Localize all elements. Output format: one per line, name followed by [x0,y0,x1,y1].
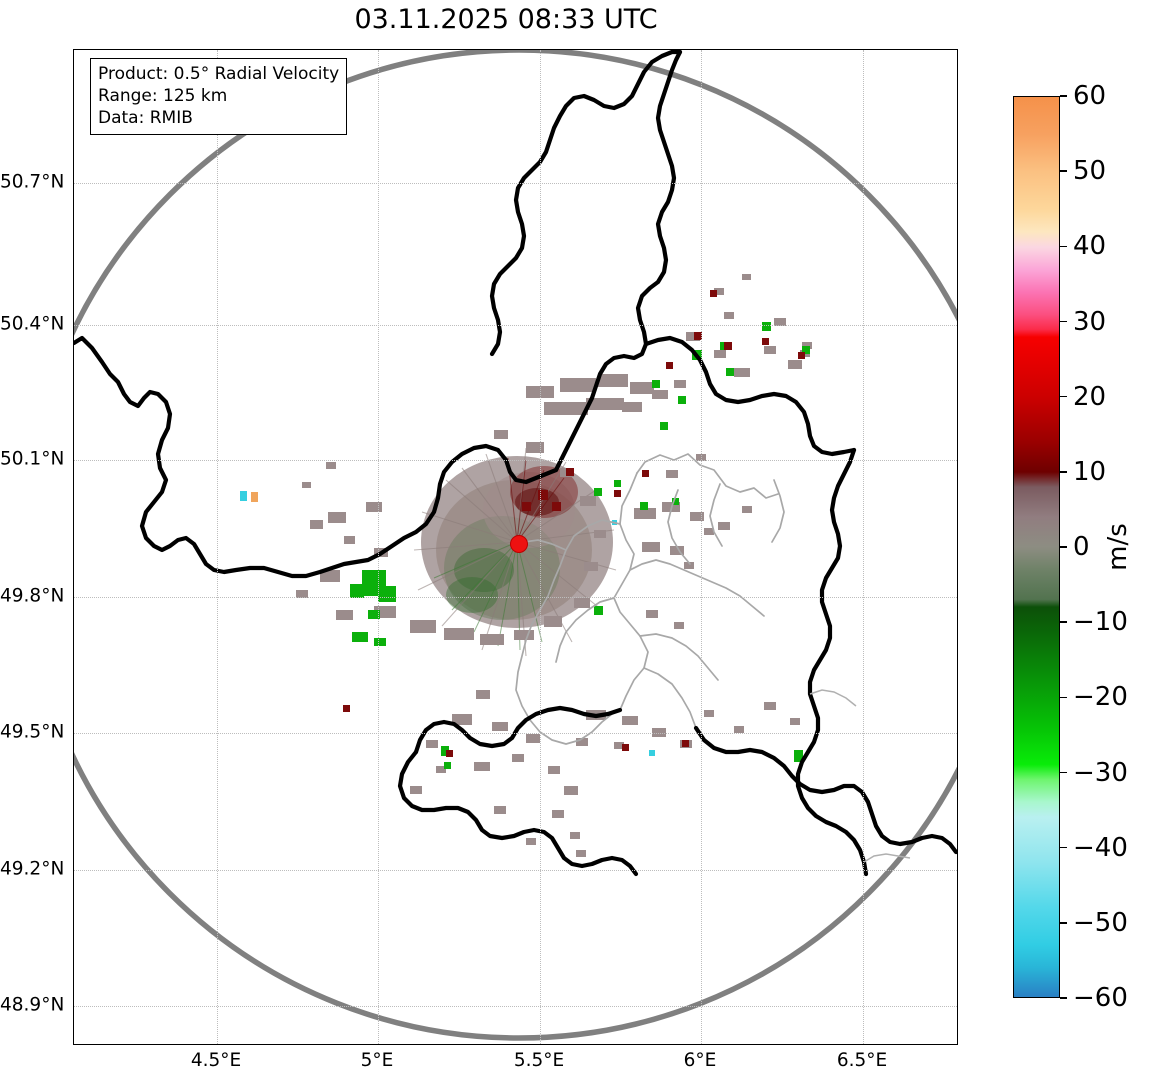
gridline-vertical [540,50,542,1044]
colorbar-tick-mark [1060,546,1067,548]
colorbar-tick-mark [1060,846,1067,849]
colorbar-tick-mark [1060,170,1067,172]
info-product: Product: 0.5° Radial Velocity [98,64,340,84]
xtick-label: 5°E [360,1050,394,1071]
gridline-horizontal [74,597,957,599]
gridline-horizontal [74,1006,957,1008]
colorbar-tick-label: 60 [1073,81,1107,111]
info-range: Range: 125 km [98,86,228,107]
echo-darkred-patches [343,290,805,757]
map-plot-area[interactable]: Product: 0.5° Radial Velocity Range: 125… [73,49,958,1045]
radar-echo-layer [240,274,812,857]
colorbar-tick-label: 30 [1073,306,1107,337]
ytick-label: 49.8°N [0,585,65,607]
colorbar-tick-mark [1060,621,1067,623]
secondary-admin-lines [809,689,911,863]
colorbar-tick-label: 40 [1073,231,1107,262]
ytick-label: 50.7°N [0,171,65,193]
gridline-horizontal [74,325,957,327]
colorbar-tick-mark [1060,471,1067,473]
gridline-vertical [863,50,865,1044]
colorbar-tick-mark [1060,997,1067,999]
gridline-horizontal [74,460,957,462]
page-title: 03.11.2025 08:33 UTC [354,4,658,35]
ytick-label: 50.4°N [0,313,65,335]
colorbar-gradient [1014,97,1059,997]
gridline-horizontal [74,183,957,185]
colorbar-tick-label: 50 [1073,156,1107,187]
colorbar-tick-label: −50 [1073,907,1128,938]
internal-admin-boundaries [515,453,785,745]
colorbar-tick-label: 10 [1073,456,1107,487]
colorbar-tick-label: −20 [1073,682,1128,713]
gridline-horizontal [74,733,957,735]
colorbar-tick-label: −60 [1073,983,1128,1013]
colorbar-tick-mark [1060,95,1067,97]
colorbar-tick-mark [1060,245,1067,248]
ytick-label: 50.1°N [0,448,65,470]
colorbar-tick-mark [1060,395,1067,398]
colorbar-tick-label: 0 [1073,532,1090,562]
colorbar-tick-mark [1060,771,1067,774]
colorbar-tick-label: 20 [1073,381,1107,412]
ytick-label: 49.5°N [0,721,65,743]
ytick-label: 49.2°N [0,858,65,880]
info-box: Product: 0.5° Radial Velocity Range: 125… [90,58,348,136]
colorbar-title: m/s [1103,523,1133,571]
gridline-vertical [378,50,380,1044]
colorbar-tick-label: −30 [1073,757,1128,788]
xtick-label: 4.5°E [190,1050,242,1071]
gridline-vertical [701,50,703,1044]
colorbar-tick-mark [1060,922,1067,924]
colorbar-tick-label: −40 [1073,832,1128,863]
xtick-label: 5.5°E [513,1050,565,1071]
colorbar[interactable] [1013,96,1060,998]
radar-site-marker[interactable] [510,535,528,553]
range-ring-125km [74,50,957,1041]
info-data: Data: RMIB [98,108,193,129]
colorbar-tick-label: −10 [1073,607,1128,638]
xtick-label: 6°E [683,1050,717,1071]
national-borders [74,50,957,877]
colorbar-tick-mark [1060,696,1067,699]
xtick-label: 6.5°E [836,1050,888,1071]
ytick-label: 48.9°N [0,994,65,1016]
echo-orange-specks [251,492,258,502]
gridline-horizontal [74,870,957,872]
gridline-vertical [217,50,219,1044]
colorbar-tick-mark [1060,320,1067,323]
